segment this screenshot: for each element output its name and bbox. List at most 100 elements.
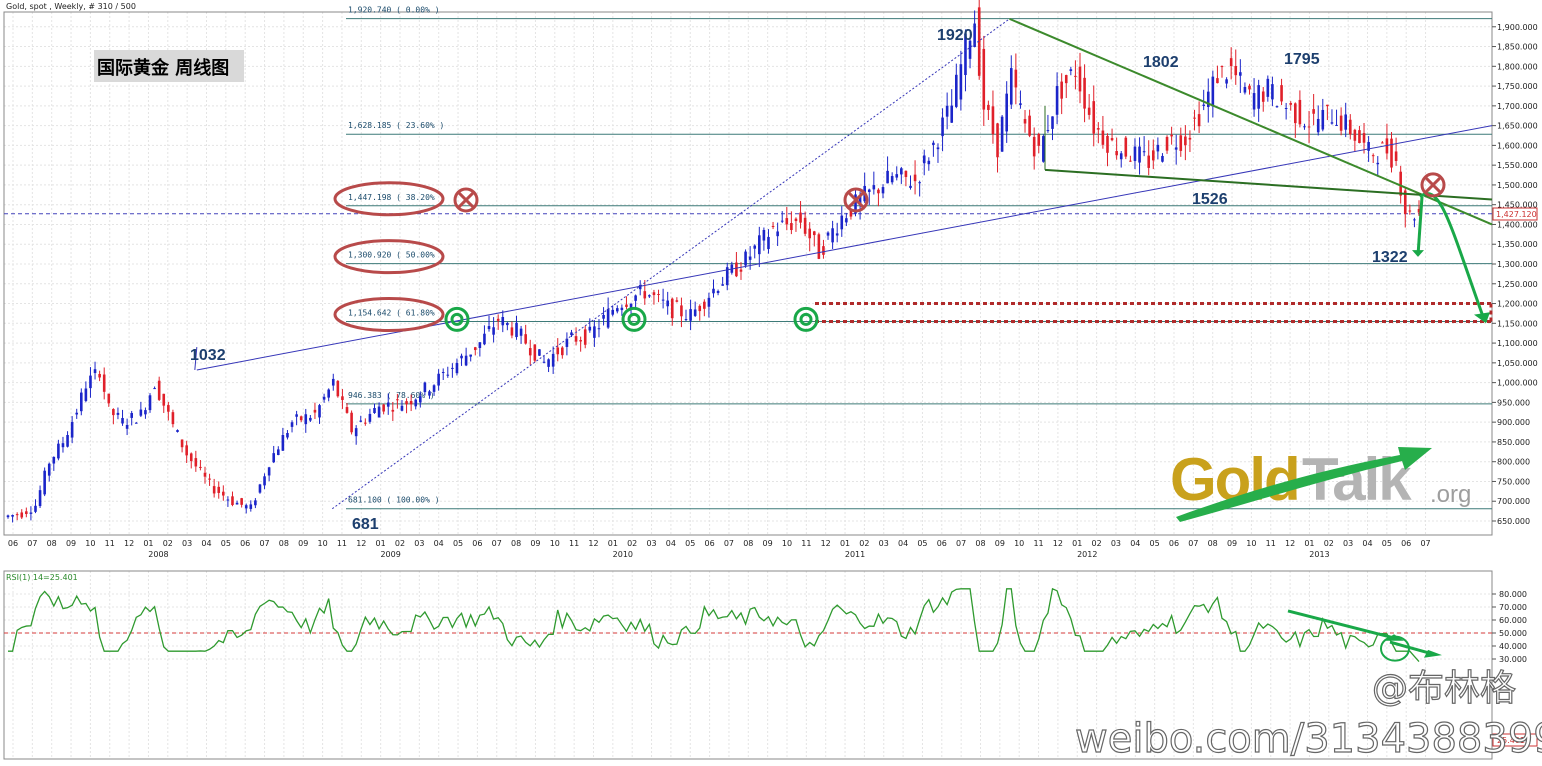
support-trend-line xyxy=(196,125,1493,371)
candle-body xyxy=(153,388,156,390)
candle-body xyxy=(904,170,908,178)
candle-body xyxy=(1261,91,1265,102)
candle-body xyxy=(1087,107,1091,115)
month-label: 09 xyxy=(995,539,1005,548)
month-label: 07 xyxy=(1188,539,1198,548)
rsi-tick-label: 50.000 xyxy=(1499,629,1527,638)
month-label: 12 xyxy=(124,539,134,548)
candle-body xyxy=(620,307,624,311)
price-tick-label: 1,200.000 xyxy=(1497,300,1538,309)
candle-body xyxy=(235,502,239,505)
candle-body xyxy=(1092,101,1096,134)
candle-body xyxy=(1174,147,1178,150)
candlesticks xyxy=(6,0,1421,523)
candle-body xyxy=(941,117,944,137)
candle-body xyxy=(1064,75,1068,84)
candle-body xyxy=(1243,86,1247,93)
month-label: 07 xyxy=(259,539,269,548)
month-label: 07 xyxy=(492,539,502,548)
target-ring-inner xyxy=(627,312,641,326)
month-label: 07 xyxy=(1420,539,1430,548)
month-label: 09 xyxy=(763,539,773,548)
month-label: 04 xyxy=(1362,539,1372,548)
month-label: 02 xyxy=(163,539,173,548)
projection-arrow-head-icon xyxy=(1474,312,1490,324)
candle-body xyxy=(936,147,940,150)
candle-body xyxy=(629,303,633,308)
candle-body xyxy=(148,395,152,411)
fib-label: 1,154.642 ( 61.80% ) xyxy=(348,308,444,317)
candle-body xyxy=(423,382,427,393)
header-info: Gold, spot , Weekly, # 310 / 500 xyxy=(6,2,136,11)
month-label: 07 xyxy=(27,539,37,548)
candle-body xyxy=(61,443,65,448)
year-label: 2013 xyxy=(1309,550,1329,559)
candle-body xyxy=(1307,126,1311,128)
month-label: 04 xyxy=(201,539,211,548)
candle-body xyxy=(162,393,166,406)
candle-body xyxy=(125,424,129,429)
candle-body xyxy=(561,347,564,356)
annotation-marks: 1920 1802 1795 1032 1526 1322 681 xyxy=(190,27,1446,533)
weibo-url: weibo.com/3134388399 xyxy=(1075,716,1542,762)
candle-body xyxy=(895,174,899,178)
year-label: 2008 xyxy=(148,550,168,559)
candle-body xyxy=(25,511,28,515)
candle-body xyxy=(1229,58,1233,67)
month-label: 03 xyxy=(414,539,424,548)
month-label: 06 xyxy=(1169,539,1179,548)
candle-body xyxy=(1101,130,1105,145)
candle-body xyxy=(611,309,615,315)
candle-body xyxy=(918,182,921,184)
candle-body xyxy=(707,297,711,307)
candle-body xyxy=(222,491,225,496)
month-label: 07 xyxy=(956,539,966,548)
candle-body xyxy=(593,326,596,338)
price-tick-label: 700.000 xyxy=(1497,497,1530,506)
target-circle-icon xyxy=(444,306,470,332)
candle-body xyxy=(1110,138,1114,141)
candle-body xyxy=(112,409,115,416)
month-label: 12 xyxy=(1285,539,1295,548)
month-label: 01 xyxy=(376,539,386,548)
candle-body xyxy=(446,374,450,376)
candle-body xyxy=(501,317,505,326)
fib-ellipse xyxy=(333,181,445,217)
drop-arrow-head-icon xyxy=(1412,250,1424,257)
candle-body xyxy=(735,262,738,277)
month-label: 06 xyxy=(8,539,18,548)
candle-body xyxy=(803,217,807,234)
candle-body xyxy=(327,389,330,398)
candle-body xyxy=(1399,171,1402,196)
candle-body xyxy=(1138,146,1141,163)
candle-body xyxy=(295,414,298,417)
candle-body xyxy=(377,406,381,418)
rsi-projection-head-icon xyxy=(1424,649,1442,658)
candle-body xyxy=(336,380,340,397)
month-label: 01 xyxy=(608,539,618,548)
candle-body xyxy=(551,353,555,367)
candle-body xyxy=(1161,155,1164,162)
month-label: 08 xyxy=(279,539,289,548)
candle-body xyxy=(1289,103,1293,105)
candle-body xyxy=(1353,129,1357,141)
price-tick-label: 1,550.000 xyxy=(1497,161,1538,170)
price-tick-label: 1,150.000 xyxy=(1497,319,1538,328)
cross-circle-ring xyxy=(453,187,479,213)
price-annotation: 1802 xyxy=(1143,54,1179,71)
candle-body xyxy=(254,500,257,506)
candle-body xyxy=(872,185,876,190)
candle-body xyxy=(1014,69,1018,88)
candle-body xyxy=(1023,119,1027,124)
candle-body xyxy=(1019,103,1022,105)
candle-body xyxy=(1216,78,1219,84)
month-label: 01 xyxy=(1072,539,1082,548)
candle-body xyxy=(1358,130,1361,144)
candle-body xyxy=(1381,142,1384,144)
candle-body xyxy=(318,405,321,418)
month-label: 01 xyxy=(143,539,153,548)
candle-body xyxy=(556,347,560,355)
price-annotation: 1032 xyxy=(190,347,226,364)
candle-body xyxy=(6,515,10,518)
